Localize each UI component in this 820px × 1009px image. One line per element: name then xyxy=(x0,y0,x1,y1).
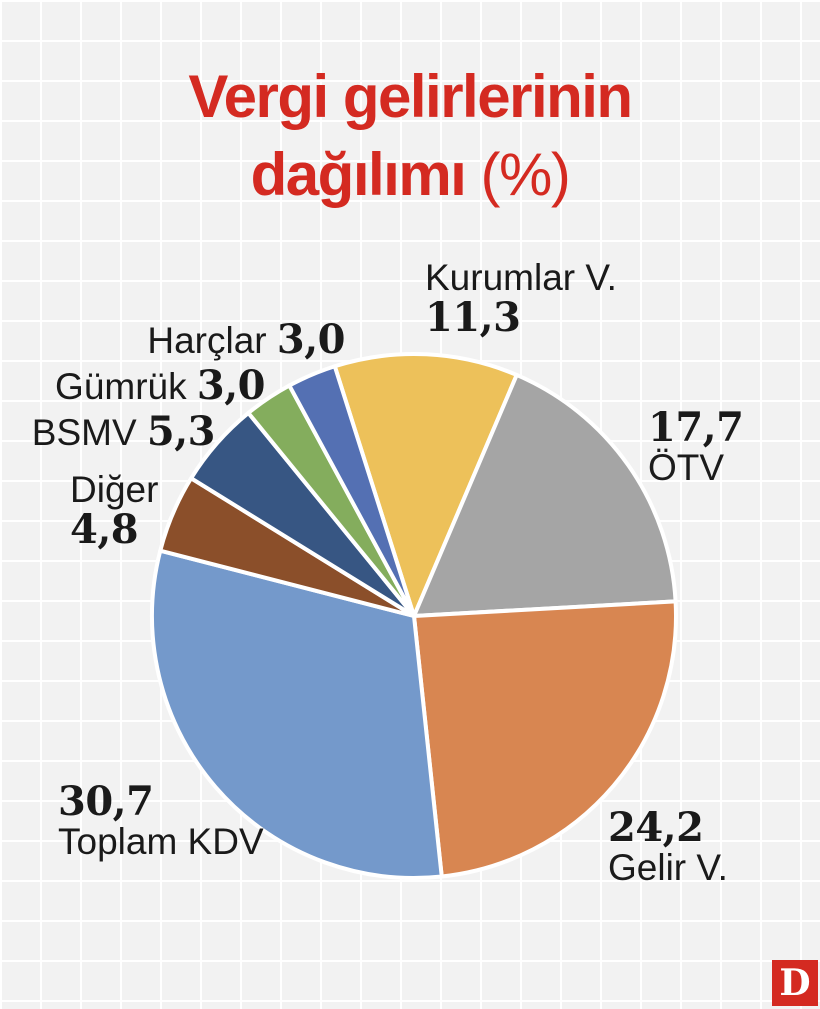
slice-value-gelir: 24,2 xyxy=(608,804,704,851)
brand-logo: D xyxy=(772,960,818,1006)
slice-value-kurumlar: 11,3 xyxy=(425,294,521,341)
slice-value-kdv: 30,7 xyxy=(58,778,154,825)
pie-slice-3 xyxy=(150,548,444,881)
title-line-2: dağılımı (%) xyxy=(0,136,820,214)
pie-slice-7 xyxy=(287,364,416,618)
chart-title: Vergi gelirlerinin dağılımı (%) xyxy=(0,58,820,214)
slice-label-kurumlar: Kurumlar V. xyxy=(425,257,617,298)
title-unit: (%) xyxy=(480,141,571,208)
slice-label-otv: ÖTV xyxy=(648,447,725,488)
pie-slice-1 xyxy=(412,372,678,618)
label-kdv: 30,7 Toplam KDV xyxy=(58,782,264,862)
label-bsmv: BSMV 5,3 xyxy=(31,412,216,453)
slice-value-gumruk: 3,0 xyxy=(196,362,266,409)
label-otv: 17,7 ÖTV xyxy=(648,404,744,488)
slice-label-gelir: Gelir V. xyxy=(608,847,728,888)
label-harclar: Harçlar 3,0 xyxy=(147,320,345,361)
label-gelir: 24,2 Gelir V. xyxy=(608,808,728,888)
title-word: dağılımı xyxy=(250,141,467,208)
slice-value-diger: 4,8 xyxy=(70,506,139,553)
pie-slice-0 xyxy=(332,351,519,618)
label-diger: Diğer 4,8 xyxy=(70,470,158,550)
title-line-1: Vergi gelirlerinin xyxy=(188,63,633,130)
pie-slice-2 xyxy=(412,599,678,879)
slice-value-otv: 17,7 xyxy=(648,404,744,451)
slice-label-diger: Diğer xyxy=(70,469,159,510)
slice-label-kdv: Toplam KDV xyxy=(58,821,264,862)
label-gumruk: Gümrük 3,0 xyxy=(55,366,265,407)
slice-label-gumruk: Gümrük xyxy=(55,366,187,407)
slice-label-bsmv: BSMV xyxy=(31,412,137,453)
slice-label-harclar: Harçlar xyxy=(147,320,267,361)
slice-value-harclar: 3,0 xyxy=(276,316,346,363)
slice-value-bsmv: 5,3 xyxy=(146,408,216,455)
label-kurumlar: Kurumlar V. 11,3 xyxy=(425,258,617,338)
